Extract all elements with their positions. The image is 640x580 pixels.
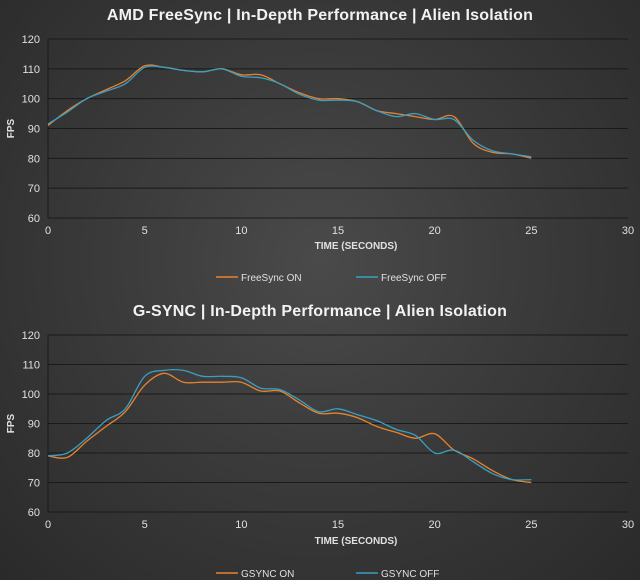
legend-label: FreeSync ON	[241, 273, 302, 284]
legend-label: GSYNC OFF	[381, 569, 439, 580]
y-tick-label: 80	[28, 448, 40, 460]
y-tick-label: 60	[28, 213, 40, 225]
y-tick-label: 120	[22, 34, 40, 46]
y-axis-label: FPS	[6, 118, 17, 138]
x-tick-label: 30	[622, 519, 634, 531]
legend: GSYNC ON GSYNC OFF	[216, 569, 439, 580]
series-line	[47, 369, 532, 481]
x-tick-label: 0	[45, 519, 51, 531]
x-axis-label: TIME (SECONDS)	[315, 241, 398, 252]
x-tick-label: 15	[332, 225, 344, 237]
x-tick-label: 5	[142, 519, 148, 531]
gsync-plot: 60 70 80 90 100 110 120 0 5 10 15 20 25 30 TIME (SECON…	[6, 330, 634, 580]
y-tick-label: 100	[22, 389, 40, 401]
y-tick-label: 120	[22, 330, 40, 342]
freesync-chart: AMD FreeSync | In-Depth Performance | Al…	[6, 7, 634, 284]
y-tick-label: 110	[22, 64, 40, 76]
y-tick-label: 100	[22, 94, 40, 106]
freesync-plot: 60 70 80 90 100 110 120 0 5 10 15 20 25 30 TIME (SECON…	[6, 34, 634, 284]
y-tick-label: 80	[28, 153, 40, 165]
gsync-chart: G-SYNC | In-Depth Performance | Alien Is…	[0, 290, 640, 580]
x-axis-label: TIME (SECONDS)	[315, 536, 398, 547]
y-axis-label: FPS	[6, 413, 17, 433]
chart-title: AMD FreeSync | In-Depth Performance | Al…	[106, 7, 534, 24]
x-tick-label: 0	[45, 225, 51, 237]
y-tick-label: 110	[22, 360, 40, 372]
x-tick-label: 25	[525, 519, 537, 531]
y-tick-label: 90	[28, 419, 40, 431]
y-tick-label: 70	[28, 183, 40, 195]
series-line	[47, 65, 532, 158]
legend: FreeSync ON FreeSync OFF	[216, 273, 447, 284]
series-line	[47, 372, 532, 484]
x-tick-label: 10	[235, 519, 247, 531]
y-tick-label: 70	[28, 478, 40, 490]
x-tick-label: 20	[429, 225, 441, 237]
x-tick-label: 20	[429, 519, 441, 531]
x-tick-label: 15	[332, 519, 344, 531]
x-tick-label: 30	[622, 225, 634, 237]
series-line	[47, 64, 532, 159]
legend-label: GSYNC ON	[241, 569, 294, 580]
x-tick-label: 25	[525, 225, 537, 237]
chart-title: G-SYNC | In-Depth Performance | Alien Is…	[132, 303, 508, 320]
x-tick-label: 5	[142, 225, 148, 237]
x-tick-label: 10	[235, 225, 247, 237]
y-tick-label: 90	[28, 124, 40, 136]
y-tick-label: 60	[28, 507, 40, 519]
legend-label: FreeSync OFF	[381, 273, 447, 284]
